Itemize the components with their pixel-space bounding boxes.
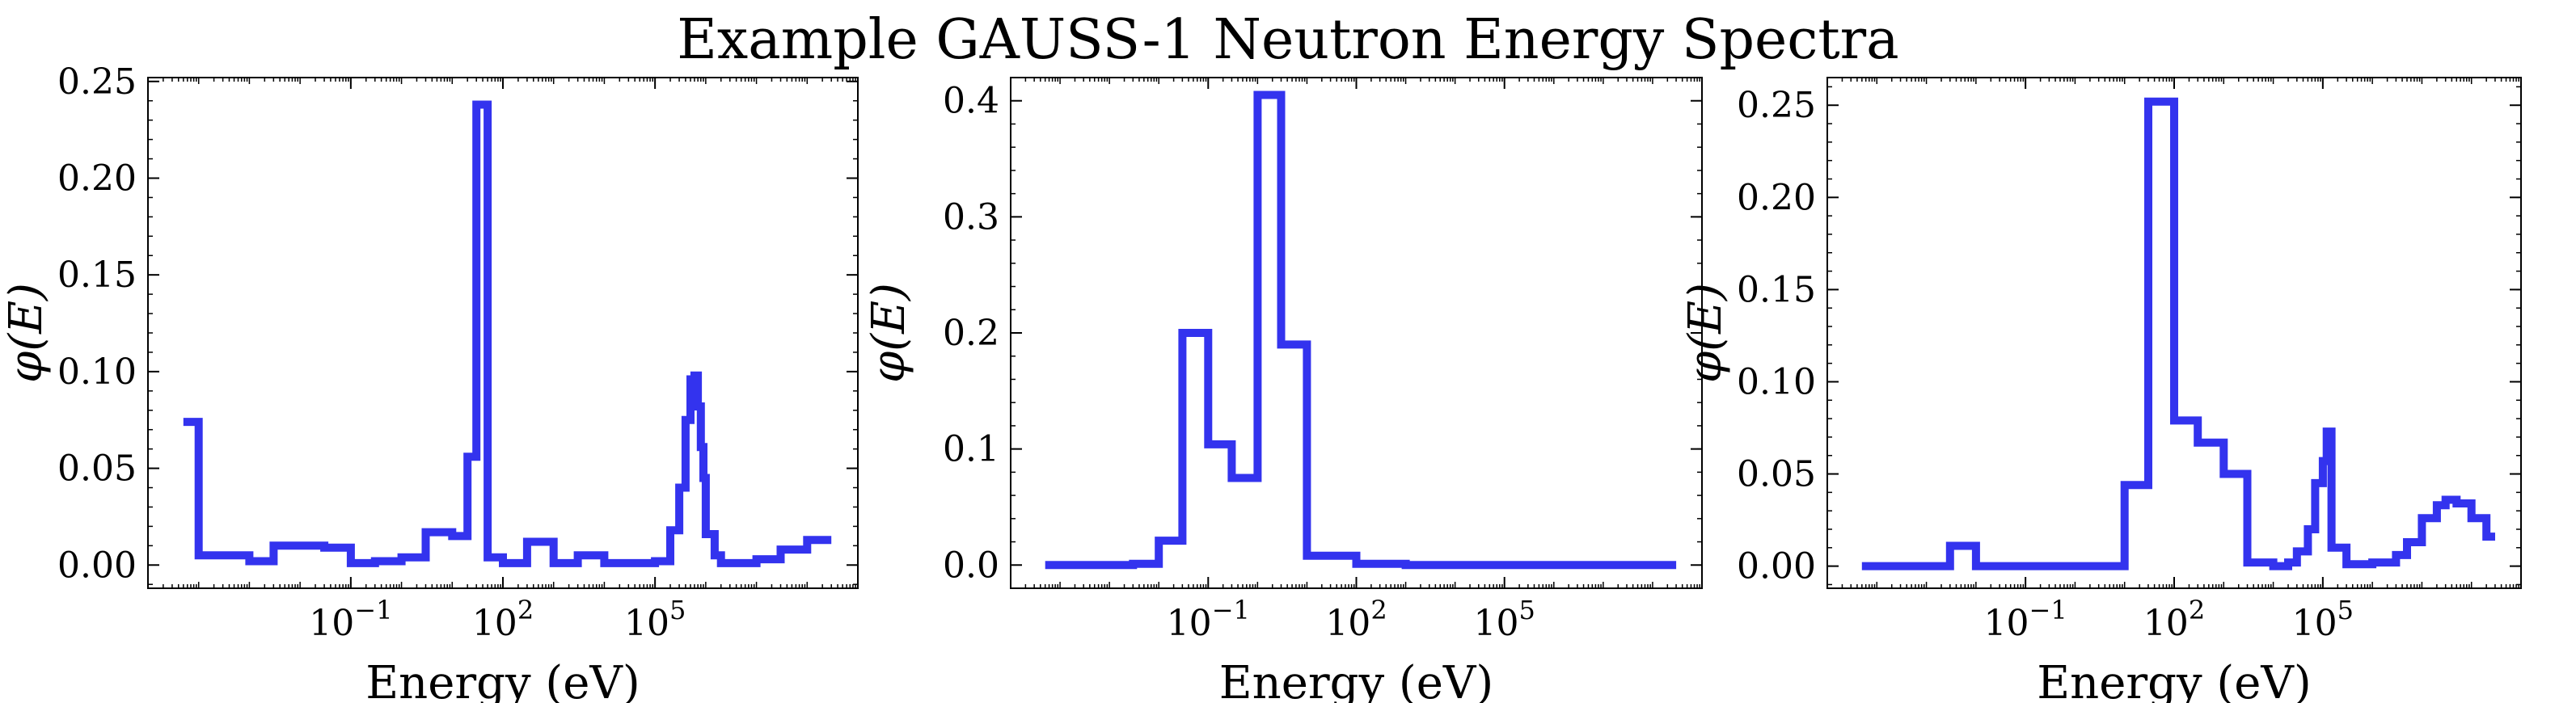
x-axis-label: Energy (eV)	[365, 657, 640, 703]
subplots: 10−1 102 105 0.00 0.05 0.10 0.15 0.20 0.25 Energy…	[0, 61, 2522, 703]
y-tick-label: 0.20	[57, 158, 137, 199]
spectrum-line	[1045, 91, 1677, 570]
spectrum-line	[183, 100, 832, 567]
y-axis-label: φ(E)	[1679, 283, 1732, 383]
figure-title: Example GAUSS-1 Neutron Energy Spectra	[677, 8, 1898, 72]
x-tick-label: 10−1	[1167, 595, 1250, 644]
x-tick-label: 10−1	[309, 595, 392, 644]
plot-frame	[1010, 77, 1703, 589]
spectrum-line	[1861, 97, 2495, 570]
x-axis-label: Energy (eV)	[1219, 657, 1493, 703]
y-tick-label: 0.1	[943, 429, 999, 470]
x-tick-label: 102	[1325, 595, 1387, 644]
subplot-2: 10−1 102 105 0.0 0.1 0.2 0.3 0.4 Energy (eV) φ(E)	[863, 77, 1703, 703]
y-tick-label: 0.2	[943, 313, 999, 354]
y-tick-label: 0.00	[57, 545, 137, 586]
x-tick-label: 102	[472, 595, 534, 644]
y-tick-label: 0.05	[57, 448, 137, 490]
x-tick-label: 10−1	[1984, 595, 2067, 644]
y-tick-label: 0.15	[57, 255, 137, 296]
y-tick-label: 0.20	[1737, 177, 1816, 218]
y-tick-label: 0.25	[1737, 85, 1816, 126]
x-tick-label: 105	[1474, 595, 1535, 644]
y-tick-label: 0.0	[943, 545, 999, 586]
x-tick-label: 105	[2292, 595, 2354, 644]
y-axis-label: φ(E)	[0, 283, 53, 383]
y-axis-label: φ(E)	[863, 283, 915, 383]
y-tick-label: 0.05	[1737, 454, 1816, 495]
x-axis-label: Energy (eV)	[2037, 657, 2311, 703]
subplot-1: 10−1 102 105 0.00 0.05 0.10 0.15 0.20 0.25 Energy…	[0, 61, 859, 703]
subplot-3: 10−1 102 105 0.00 0.05 0.10 0.15 0.20 0.25 Energy…	[1679, 77, 2522, 703]
x-tick-label: 105	[624, 595, 686, 644]
y-tick-label: 0.25	[57, 61, 137, 103]
plot-frame	[147, 77, 859, 589]
y-tick-label: 0.4	[943, 81, 999, 122]
x-tick-label: 102	[2143, 595, 2205, 644]
y-tick-label: 0.15	[1737, 269, 1816, 310]
y-tick-label: 0.10	[1737, 361, 1816, 402]
y-tick-label: 0.00	[1737, 546, 1816, 587]
y-tick-label: 0.10	[57, 352, 137, 393]
y-tick-label: 0.3	[943, 196, 999, 238]
